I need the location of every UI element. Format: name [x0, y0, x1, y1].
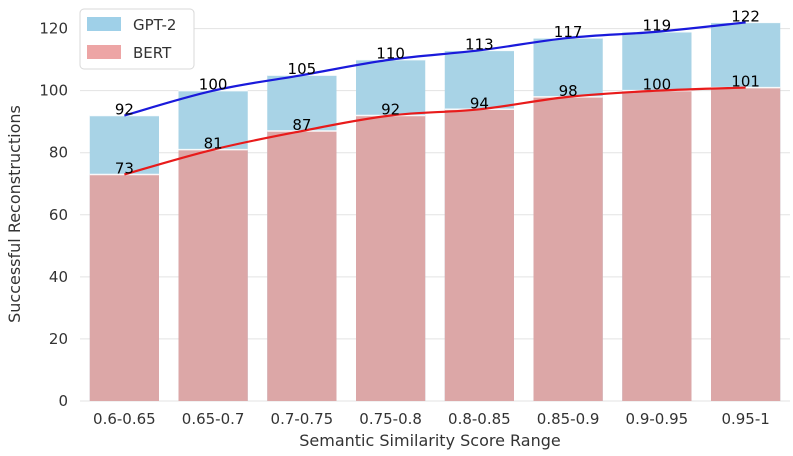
x-axis-ticks: 0.6-0.65 0.65-0.7 0.7-0.75 0.75-0.8 0.8-0.85… [93, 410, 770, 428]
legend-swatch-gpt2 [87, 17, 121, 31]
legend-label-gpt2: GPT-2 [133, 16, 176, 34]
bar-bert [89, 174, 159, 401]
data-label-bert: 81 [204, 135, 223, 153]
data-label-gpt2: 110 [376, 45, 405, 63]
data-label-gpt2: 92 [115, 101, 134, 119]
y-tick-label: 80 [49, 144, 68, 162]
x-tick-label: 0.9-0.95 [626, 410, 689, 428]
x-tick-label: 0.75-0.8 [359, 410, 422, 428]
bar-bert [622, 90, 692, 401]
data-label-gpt2: 117 [554, 23, 583, 41]
y-tick-label: 20 [49, 330, 68, 348]
data-label-bert: 73 [115, 159, 134, 177]
x-tick-label: 0.7-0.75 [271, 410, 334, 428]
data-label-bert: 101 [731, 73, 760, 91]
y-axis-label: Successful Reconstructions [5, 105, 24, 323]
data-label-gpt2: 105 [288, 60, 317, 78]
bar-bert [178, 149, 248, 401]
x-tick-label: 0.85-0.9 [537, 410, 600, 428]
y-tick-label: 100 [39, 82, 68, 100]
legend-swatch-bert [87, 45, 121, 59]
data-label-gpt2: 113 [465, 35, 494, 53]
data-labels: 92 100 105 110 113 117 119 122 73 81 87 92 94 98 100 10… [115, 7, 760, 177]
y-tick-label: 40 [49, 268, 68, 286]
legend: GPT-2 BERT [79, 8, 195, 70]
data-label-gpt2: 119 [643, 17, 672, 35]
x-tick-label: 0.95-1 [721, 410, 769, 428]
legend-label-bert: BERT [133, 44, 172, 62]
y-tick-label: 60 [49, 206, 68, 224]
bar-bert [267, 131, 337, 401]
bars-layer [89, 21, 781, 402]
y-tick-label: 120 [39, 20, 68, 38]
bar-bert [533, 96, 603, 401]
data-label-bert: 98 [559, 82, 578, 100]
data-label-bert: 87 [292, 116, 311, 134]
bar-bert [356, 115, 426, 401]
data-label-bert: 94 [470, 94, 489, 112]
bar-bert [711, 87, 781, 401]
y-axis-ticks: 0 20 40 60 80 100 120 [39, 20, 68, 410]
x-tick-label: 0.65-0.7 [182, 410, 245, 428]
data-label-bert: 92 [381, 101, 400, 119]
x-tick-label: 0.6-0.65 [93, 410, 156, 428]
data-label-gpt2: 122 [731, 7, 760, 25]
trend-line-bert [124, 86, 746, 176]
data-label-gpt2: 100 [199, 76, 228, 94]
x-tick-label: 0.8-0.85 [448, 410, 511, 428]
trend-lines [124, 21, 746, 176]
x-axis-label: Semantic Similarity Score Range [299, 431, 560, 450]
y-tick-label: 0 [58, 392, 68, 410]
bar-bert [444, 109, 514, 402]
trend-line-gpt2 [124, 21, 746, 117]
data-label-bert: 100 [643, 76, 672, 94]
